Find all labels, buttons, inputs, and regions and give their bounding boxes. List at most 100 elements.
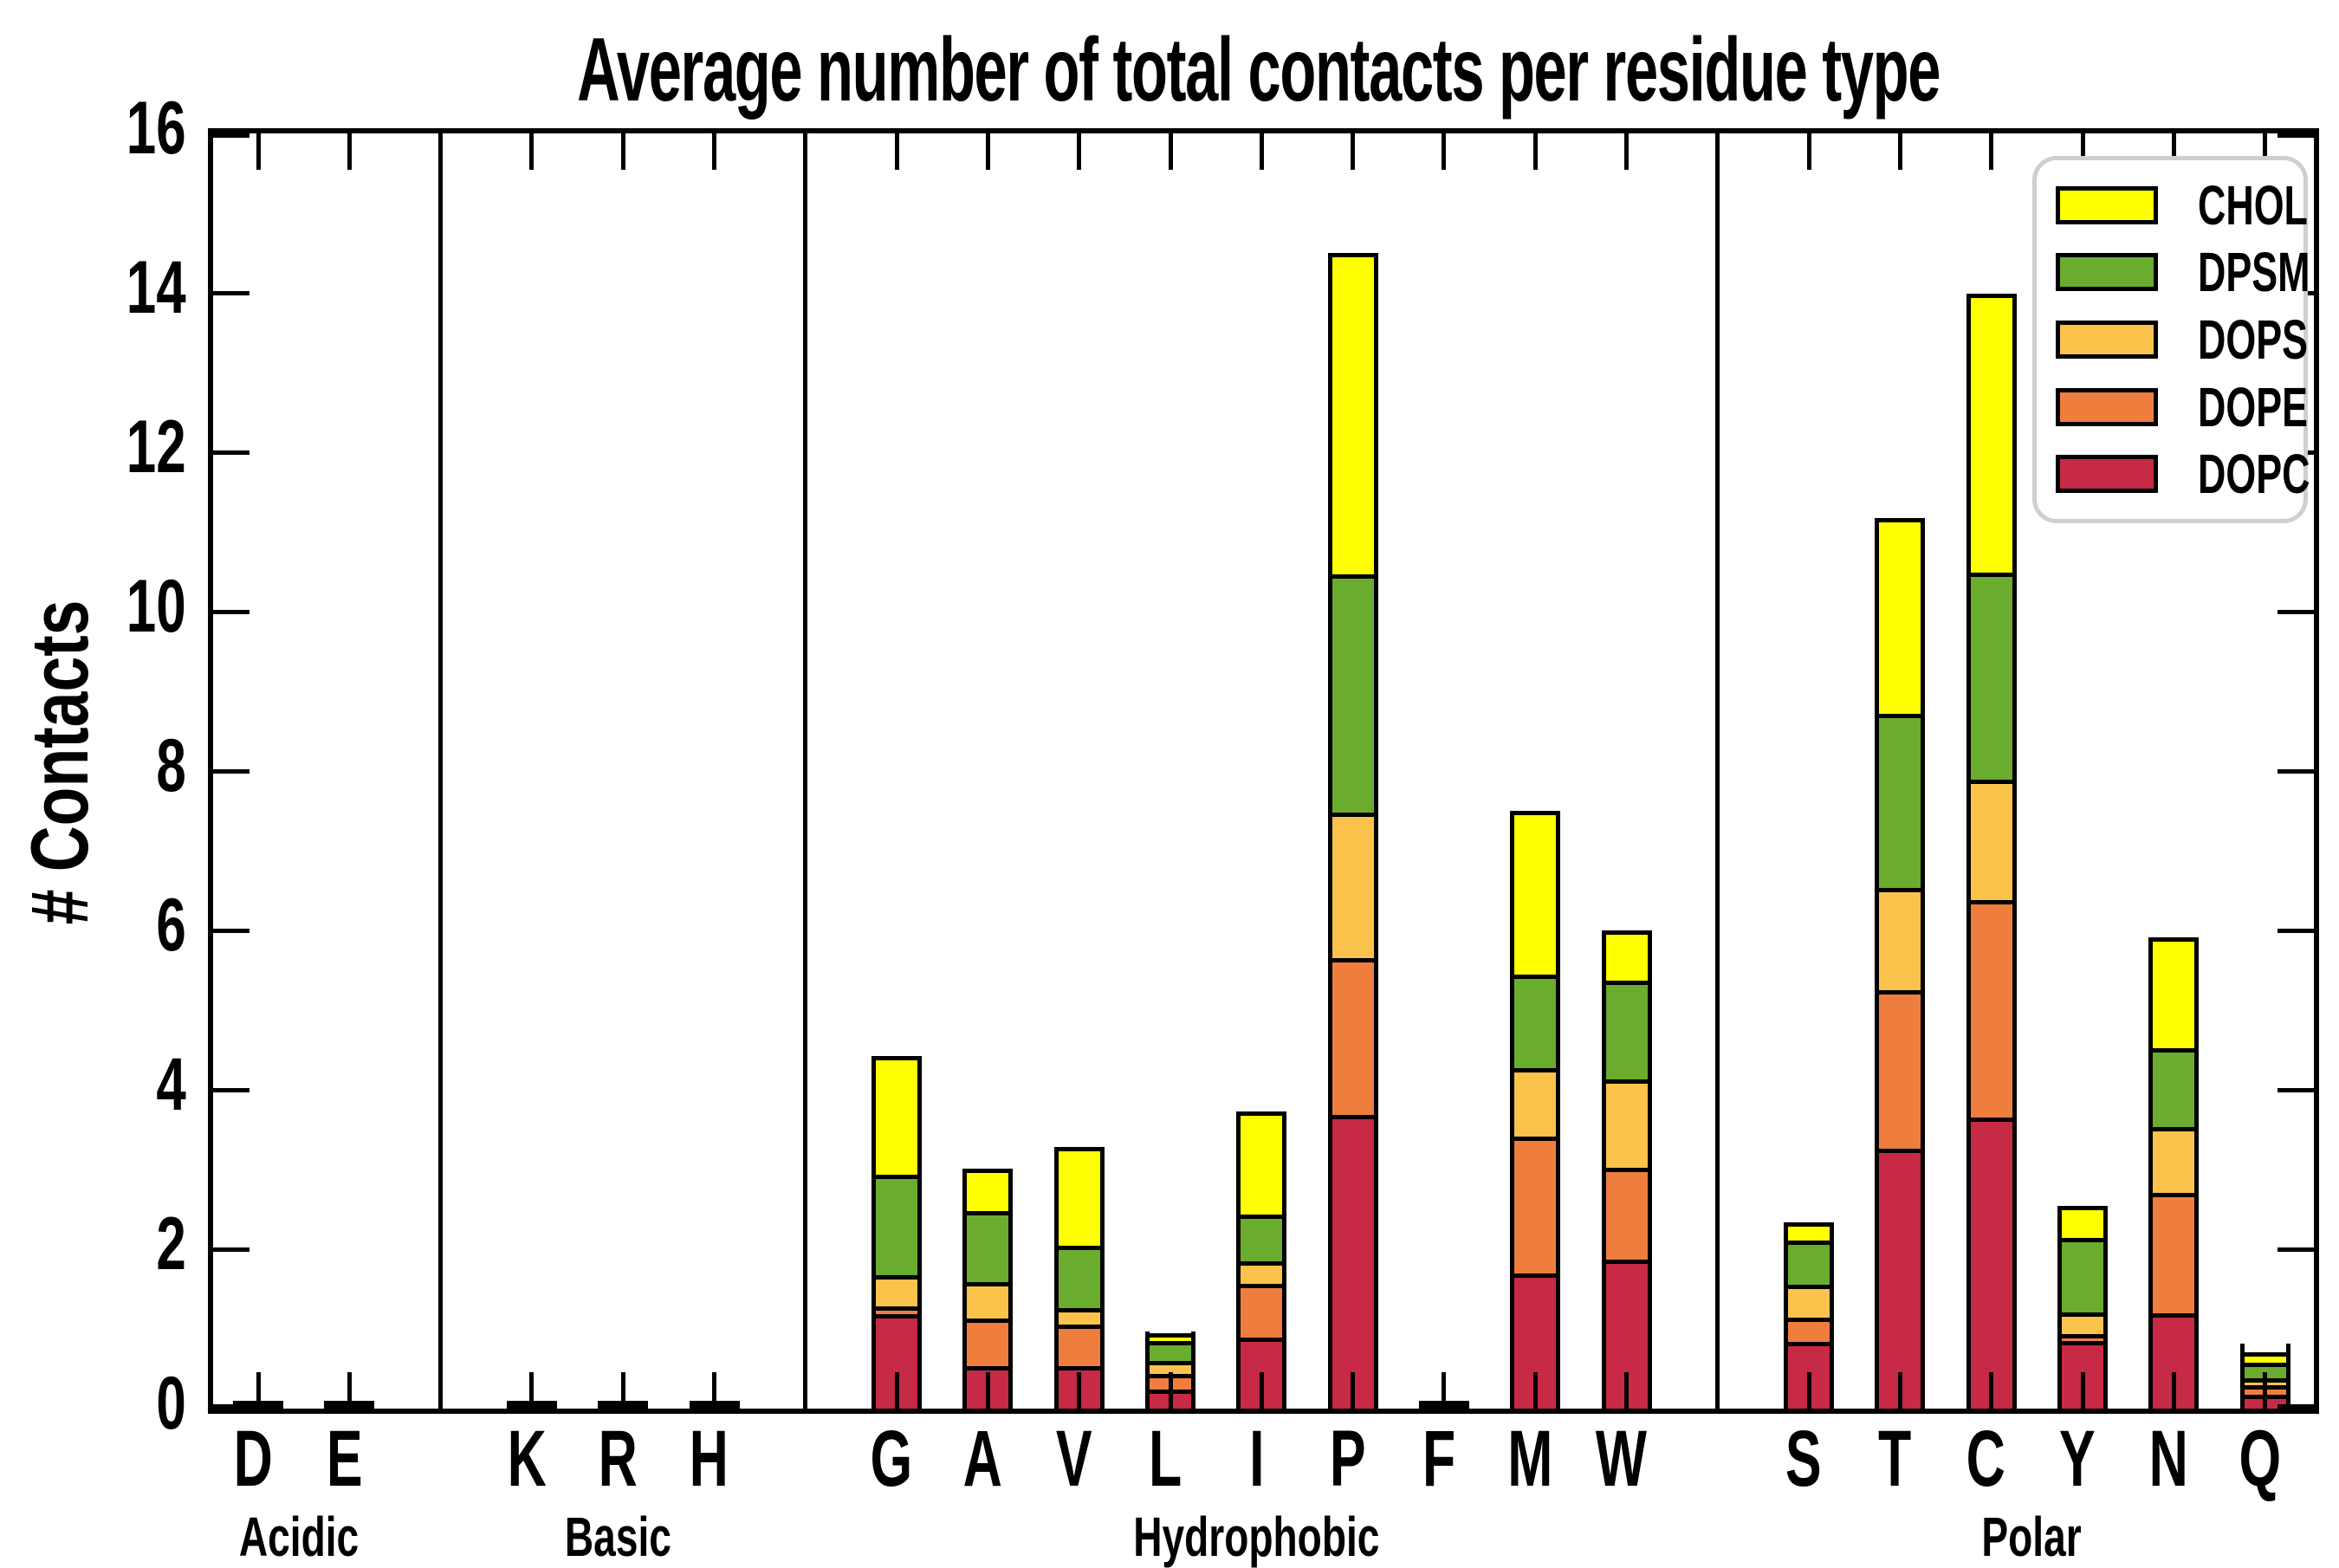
x-tick-L-bottom — [1168, 1372, 1173, 1409]
x-tick-C-top — [1989, 133, 1994, 170]
legend-label-DOPS: DOPS — [2198, 308, 2308, 371]
group-divider-line — [1715, 133, 1720, 1409]
y-tick-8-right — [2277, 768, 2314, 774]
bar-segment-Q-CHOL — [2244, 1351, 2286, 1363]
stacked-bar-N — [2148, 937, 2200, 1409]
group-label-polar: Polar — [1981, 1506, 2082, 1568]
stacked-bar-A — [962, 1169, 1014, 1409]
x-tick-label-W: W — [1595, 1415, 1648, 1503]
x-tick-label-I: I — [1248, 1415, 1264, 1503]
bar-segment-S-DOPS — [1788, 1285, 1830, 1318]
x-tick-G-top — [894, 133, 899, 170]
bar-segment-W-DPSM — [1605, 980, 1648, 1080]
bar-segment-M-DOPE — [1514, 1136, 1557, 1274]
legend-entry-DOPS: DOPS — [2037, 312, 2308, 367]
group-label-acidic: Acidic — [238, 1506, 359, 1568]
x-tick-P-bottom — [1351, 1372, 1356, 1409]
y-tick-8-left — [213, 768, 249, 774]
bar-segment-W-DOPE — [1605, 1168, 1648, 1260]
legend-label-CHOL: CHOL — [2198, 173, 2308, 236]
bar-segment-T-CHOL — [1879, 518, 1921, 715]
x-tick-A-top — [985, 133, 990, 170]
y-tick-label-10: 10 — [126, 565, 186, 648]
bar-segment-P-DOPC — [1331, 1114, 1374, 1409]
bar-segment-Q-DPSM — [2244, 1362, 2286, 1378]
bar-segment-Y-DPSM — [2062, 1237, 2103, 1312]
y-tick-label-8: 8 — [156, 724, 186, 807]
plot-area: CHOL DPSM DOPS DOPE DOPC — [208, 128, 2319, 1414]
bar-segment-T-DPSM — [1879, 714, 1921, 888]
bar-segment-T-DOPS — [1879, 887, 1921, 990]
chart-title: Average number of total contacts per res… — [208, 19, 2309, 122]
bar-segment-S-DPSM — [1788, 1241, 1830, 1286]
x-tick-label-K: K — [507, 1415, 547, 1503]
bar-segment-C-DOPC — [1970, 1117, 2012, 1409]
x-tick-label-E: E — [326, 1415, 363, 1503]
bar-segment-V-DPSM — [1058, 1246, 1100, 1308]
group-label-hydrophobic: Hydrophobic — [1133, 1506, 1380, 1568]
x-tick-label-L: L — [1148, 1415, 1182, 1503]
x-tick-L-top — [1168, 133, 1173, 170]
x-tick-T-top — [1897, 133, 1902, 170]
y-tick-16-left — [213, 133, 249, 138]
bar-segment-W-CHOL — [1605, 930, 1648, 981]
x-tick-E-top — [347, 133, 352, 170]
bar-segment-P-DOPS — [1331, 813, 1374, 958]
bar-segment-M-DPSM — [1514, 974, 1557, 1069]
x-tick-F-bottom — [1442, 1372, 1447, 1409]
y-tick-2-left — [213, 1247, 249, 1252]
legend-swatch-DOPC — [2056, 455, 2158, 494]
y-tick-4-left — [213, 1087, 249, 1092]
y-tick-12-left — [213, 450, 249, 455]
legend-entry-CHOL: CHOL — [2037, 178, 2308, 233]
x-tick-D-bottom — [256, 1372, 261, 1409]
legend-swatch-DOPS — [2056, 320, 2158, 359]
stacked-bar-S — [1784, 1221, 1835, 1409]
x-tick-T-bottom — [1897, 1372, 1902, 1409]
stacked-bar-W — [1601, 930, 1652, 1409]
x-tick-Q-bottom — [2263, 1372, 2268, 1409]
legend-label-DOPC: DOPC — [2198, 443, 2310, 506]
legend-entry-DOPE: DOPE — [2037, 379, 2308, 435]
y-tick-label-2: 2 — [156, 1202, 186, 1286]
y-tick-label-12: 12 — [126, 405, 186, 489]
x-tick-F-top — [1442, 133, 1447, 170]
x-tick-K-bottom — [529, 1372, 535, 1409]
x-tick-S-top — [1806, 133, 1811, 170]
legend-swatch-CHOL — [2056, 185, 2158, 224]
bar-segment-I-CHOL — [1241, 1111, 1283, 1215]
x-tick-label-V: V — [1055, 1415, 1092, 1503]
x-tick-R-bottom — [620, 1372, 625, 1409]
y-tick-label-16: 16 — [126, 87, 186, 170]
bar-segment-G-CHOL — [876, 1056, 918, 1175]
x-tick-G-bottom — [894, 1372, 899, 1409]
y-tick-16-right — [2277, 133, 2314, 138]
bar-segment-C-DPSM — [1970, 573, 2012, 781]
bar-segment-N-DOPE — [2153, 1193, 2195, 1313]
x-tick-I-bottom — [1259, 1372, 1264, 1409]
x-tick-Q-top — [2263, 133, 2268, 170]
bar-segment-V-DOPS — [1058, 1307, 1100, 1325]
y-tick-label-6: 6 — [156, 884, 186, 967]
bar-segment-P-DOPE — [1331, 957, 1374, 1115]
y-tick-4-right — [2277, 1087, 2314, 1092]
group-label-basic: Basic — [564, 1506, 671, 1568]
x-tick-M-bottom — [1532, 1372, 1538, 1409]
x-tick-Y-top — [2080, 133, 2085, 170]
bar-segment-L-CHOL — [1150, 1332, 1191, 1341]
group-divider-line — [438, 133, 444, 1409]
x-tick-label-A: A — [962, 1415, 1002, 1503]
x-tick-label-M: M — [1507, 1415, 1553, 1503]
bar-segment-A-DOPS — [967, 1281, 1009, 1319]
chart-title-text: Average number of total contacts per res… — [577, 20, 1941, 120]
x-tick-M-top — [1532, 133, 1538, 170]
x-tick-V-bottom — [1077, 1372, 1082, 1409]
legend-swatch-DPSM — [2056, 253, 2158, 292]
stacked-bar-I — [1236, 1111, 1287, 1409]
bar-segment-P-DPSM — [1331, 573, 1374, 813]
bar-segment-V-DOPE — [1058, 1325, 1100, 1367]
legend-entry-DPSM: DPSM — [2037, 244, 2310, 300]
x-tick-label-C: C — [1966, 1415, 2006, 1503]
bar-segment-Y-DOPS — [2062, 1312, 2103, 1334]
